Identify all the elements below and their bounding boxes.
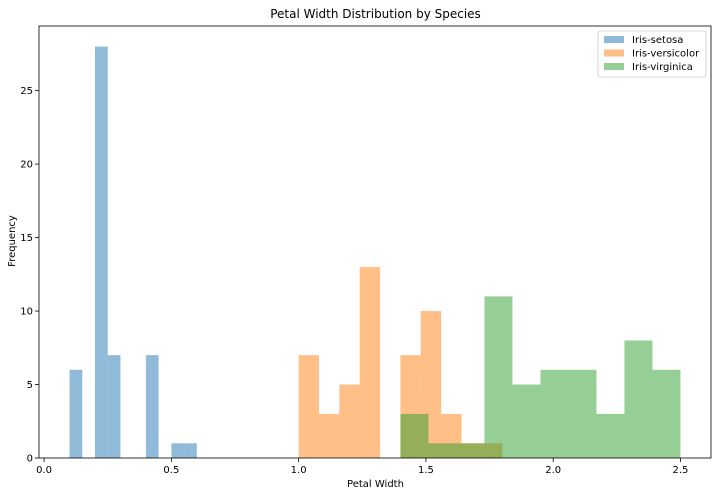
bar-iris-virginica-3 — [484, 296, 513, 458]
legend-swatch — [604, 36, 624, 43]
bar-iris-virginica-9 — [652, 369, 681, 458]
bar-iris-virginica-2 — [456, 443, 485, 458]
y-tick-label: 15 — [20, 233, 33, 244]
legend-entry: Iris-virginica — [632, 62, 693, 73]
y-axis-label: Frequency — [7, 215, 18, 267]
y-tick-label: 5 — [27, 380, 33, 391]
legend-entry: Iris-setosa — [632, 35, 683, 46]
bar-iris-virginica-5 — [540, 369, 569, 458]
bar-iris-setosa-0 — [69, 369, 83, 458]
bar-iris-setosa-3 — [107, 355, 121, 458]
bar-iris-virginica-0 — [400, 413, 429, 458]
bars-layer — [69, 46, 681, 458]
y-tick-label: 25 — [20, 86, 33, 97]
y-axis: 0 5 10 15 20 25 — [20, 86, 39, 465]
x-tick-label: 0.0 — [36, 465, 52, 476]
bar-iris-versicolor-1 — [319, 413, 340, 458]
legend-swatch — [604, 49, 624, 57]
x-tick-label: 2.0 — [545, 465, 561, 476]
bar-iris-setosa-8 — [171, 443, 185, 458]
x-tick-label: 1.0 — [291, 465, 307, 476]
bar-iris-virginica-6 — [568, 369, 597, 458]
y-tick-label: 0 — [27, 454, 33, 465]
x-axis-label: Petal Width — [347, 479, 404, 490]
bar-iris-virginica-4 — [512, 384, 541, 458]
bar-iris-versicolor-3 — [359, 266, 381, 458]
bar-iris-virginica-1 — [428, 443, 457, 458]
x-tick-label: 0.5 — [163, 465, 179, 476]
bar-iris-setosa-9 — [184, 443, 197, 458]
plot-frame — [38, 25, 712, 459]
legend-entry: Iris-versicolor — [632, 49, 700, 60]
x-axis: 0.0 0.5 1.0 1.5 2.0 2.5 — [36, 458, 688, 476]
chart-title: Petal Width Distribution by Species — [270, 7, 481, 21]
legend-swatch — [604, 63, 624, 70]
x-tick-label: 1.5 — [418, 465, 434, 476]
y-tick-label: 20 — [20, 160, 33, 171]
legend-box — [597, 30, 707, 78]
x-tick-label: 2.5 — [673, 465, 689, 476]
bar-iris-versicolor-0 — [298, 355, 319, 458]
bar-iris-setosa-6 — [145, 355, 159, 458]
legend: Iris-setosa Iris-versicolor Iris-virginica — [597, 30, 707, 78]
bar-iris-setosa-2 — [95, 46, 108, 458]
bar-iris-versicolor-2 — [339, 384, 360, 458]
bar-iris-virginica-8 — [624, 340, 653, 458]
y-tick-label: 10 — [20, 307, 33, 318]
bar-iris-virginica-7 — [596, 413, 625, 458]
